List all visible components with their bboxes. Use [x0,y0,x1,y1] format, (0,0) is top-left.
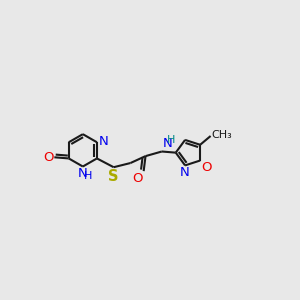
Text: N: N [99,135,109,148]
Text: N: N [162,137,172,150]
Text: S: S [108,169,119,184]
Text: H: H [84,171,92,181]
Text: N: N [179,166,189,179]
Text: O: O [202,161,212,174]
Text: N: N [78,167,88,180]
Text: CH₃: CH₃ [212,130,232,140]
Text: O: O [132,172,142,184]
Text: H: H [167,136,175,146]
Text: O: O [43,151,53,164]
